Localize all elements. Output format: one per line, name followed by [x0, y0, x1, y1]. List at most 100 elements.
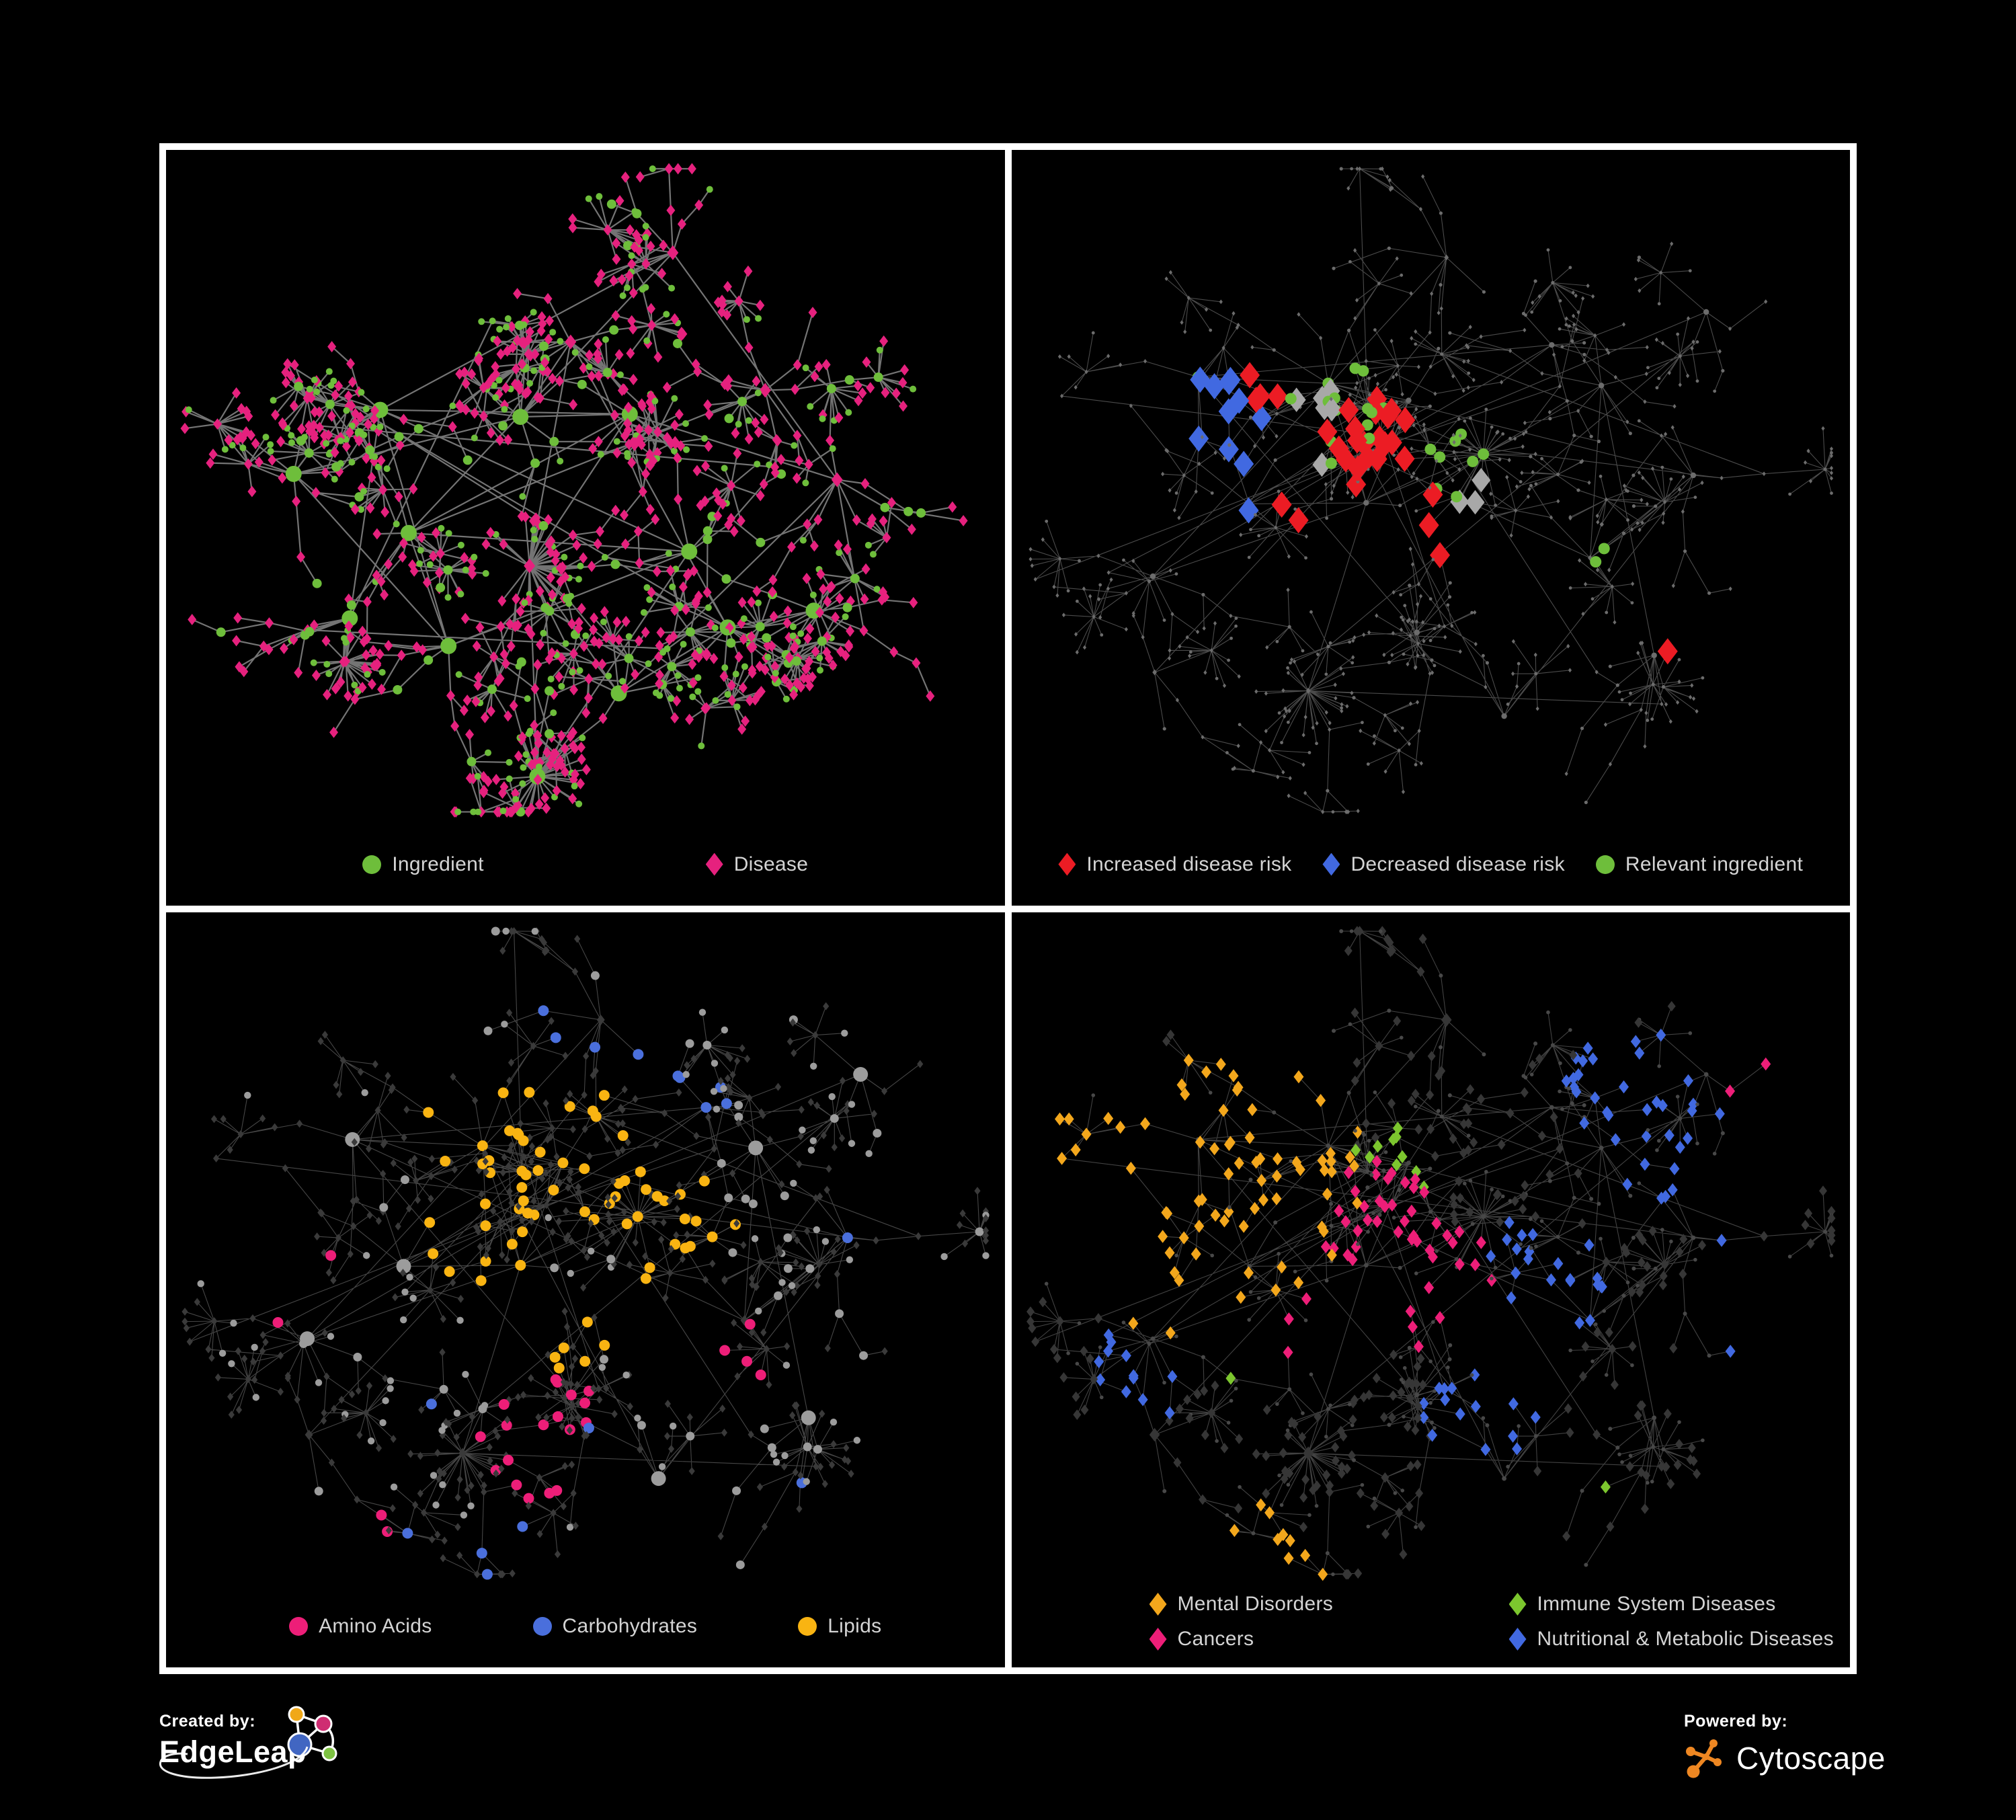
node-disease [787, 541, 797, 553]
node-disease [1408, 547, 1412, 551]
node-nutritional-metabolic-diseases [1664, 1128, 1675, 1142]
node-disease [440, 1468, 447, 1477]
node-relevant-ingredient [1455, 428, 1467, 440]
node-ingredient [1572, 434, 1576, 438]
node-disease [1075, 649, 1079, 655]
node-disease [520, 1390, 527, 1399]
node-disease [593, 348, 602, 360]
node-mental-disorders [1227, 1068, 1238, 1082]
node-disease [182, 1317, 188, 1326]
node-disease [1636, 650, 1640, 656]
node-ingredient [632, 208, 642, 219]
node-disease [560, 742, 569, 754]
node-disease [514, 750, 523, 762]
node-ingredient [1188, 650, 1193, 654]
node-disease [433, 1263, 440, 1271]
node-disease [859, 625, 869, 637]
node-ingredient [561, 553, 568, 561]
node-disease [506, 618, 515, 630]
node-disease [704, 440, 713, 452]
node-disease [1449, 1133, 1457, 1144]
node-disease [982, 1236, 990, 1244]
node-disease [475, 1166, 482, 1175]
node-ingredient [1353, 1128, 1357, 1133]
node-disease [1055, 593, 1059, 598]
node-disease [866, 382, 875, 394]
node-disease [733, 447, 742, 459]
node-disease [1452, 440, 1456, 445]
node-disease [1372, 741, 1376, 746]
node-mental-disorders [1193, 1219, 1204, 1233]
node-ingredient [1428, 1359, 1433, 1363]
node-cancers [1283, 1312, 1294, 1326]
node-ingredient [1516, 1423, 1521, 1428]
node-disease [1059, 1372, 1067, 1383]
diamond-marker-icon [1508, 1593, 1527, 1616]
node-ingredient [460, 1511, 468, 1519]
node-disease [768, 574, 778, 586]
node-disease [1669, 241, 1673, 247]
node-disease [526, 802, 536, 814]
node-ingredient [1174, 572, 1178, 576]
node-lipids [579, 1162, 590, 1174]
node-ingredient [707, 512, 717, 522]
node-disease [1222, 456, 1226, 461]
node-ingredient [228, 1359, 235, 1367]
node-ingredient [545, 1214, 552, 1221]
node-ingredient [485, 749, 492, 756]
node-disease [821, 358, 831, 370]
node-disease [490, 1206, 497, 1215]
node-ingredient [1480, 1214, 1486, 1219]
node-disease [803, 1226, 811, 1235]
node-mental-disorders [1293, 1070, 1303, 1083]
node-ingredient [445, 530, 452, 537]
node-disease [1474, 641, 1478, 647]
node-ingredient [1582, 341, 1586, 345]
node-mental-disorders [1276, 1260, 1287, 1273]
node-ingredient [1529, 1072, 1533, 1076]
node-disease [1410, 474, 1414, 479]
node-ingredient [1448, 581, 1452, 585]
node-disease [1407, 617, 1411, 622]
node-disease [1281, 770, 1285, 775]
node-ingredient [724, 690, 731, 698]
node-ingredient [1668, 477, 1672, 481]
node-disease [344, 390, 353, 402]
node-ingredient [1363, 500, 1369, 506]
node-mental-disorders [1235, 1290, 1246, 1304]
node-disease [1801, 1219, 1809, 1230]
node-disease [1353, 316, 1357, 321]
node-ingredient [575, 800, 583, 807]
node-disease [1108, 577, 1113, 582]
node-disease [461, 403, 471, 416]
node-disease [1639, 707, 1643, 713]
node-ingredient [702, 535, 713, 545]
node-disease [483, 378, 493, 390]
node-ingredient [1493, 1265, 1497, 1269]
node-mental-disorders [1283, 1551, 1294, 1565]
node-disease [647, 303, 656, 315]
node-ingredient [457, 541, 465, 549]
node-disease [520, 1152, 528, 1161]
node-lipids [506, 1238, 518, 1249]
node-disease [836, 645, 846, 658]
node-ingredient [1439, 211, 1443, 215]
node-disease [1182, 329, 1186, 334]
node-ingredient [1367, 377, 1371, 381]
node-disease [713, 296, 723, 309]
node-ingredient [1325, 1550, 1330, 1555]
node-disease [1628, 1341, 1637, 1351]
node-disease [677, 326, 686, 338]
node-mental-disorders [1169, 1265, 1180, 1279]
node-disease [1350, 1075, 1359, 1086]
node-ingredient [601, 553, 608, 561]
node-ingredient [432, 1501, 440, 1509]
node-ingredient [1400, 726, 1404, 730]
node-lipids [557, 1157, 569, 1169]
node-disease [454, 1522, 461, 1531]
node-disease [831, 1142, 838, 1151]
node-ingredient [312, 578, 322, 588]
node-ingredient [1369, 1173, 1373, 1177]
node-ingredient [216, 627, 226, 637]
node-disease [1344, 945, 1353, 956]
